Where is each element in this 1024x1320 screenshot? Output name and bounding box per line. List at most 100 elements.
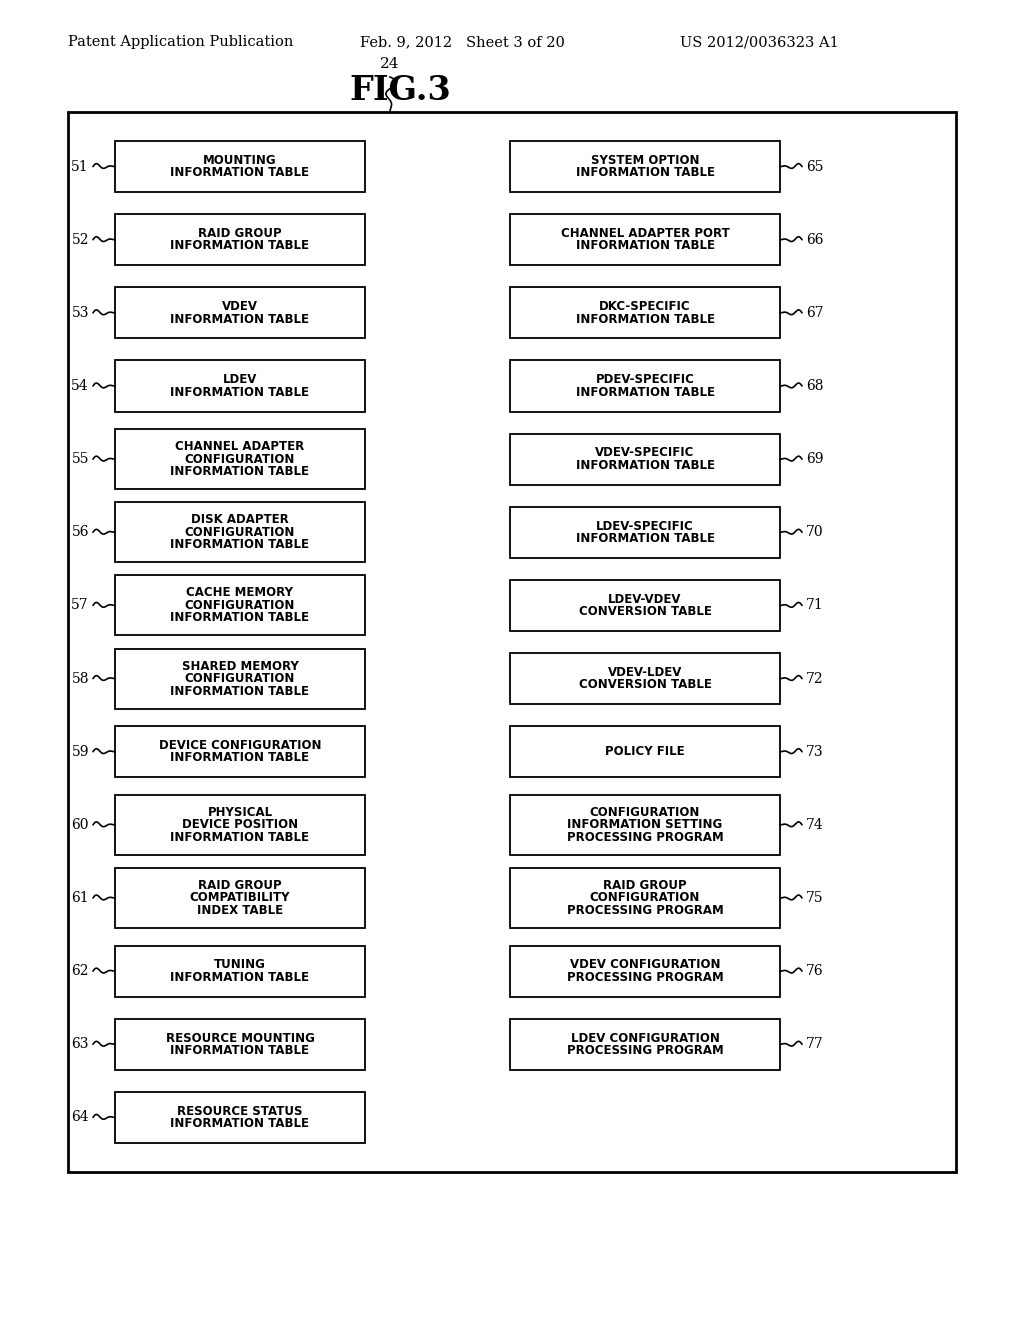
Text: INFORMATION TABLE: INFORMATION TABLE [171, 313, 309, 326]
Text: FIG.3: FIG.3 [349, 74, 451, 107]
Bar [115, 945, 365, 997]
Text: RESOURCE STATUS: RESOURCE STATUS [177, 1105, 303, 1118]
Bar [115, 576, 365, 635]
Text: INFORMATION TABLE: INFORMATION TABLE [575, 459, 715, 471]
Text: INFORMATION TABLE: INFORMATION TABLE [171, 685, 309, 697]
Text: INFORMATION TABLE: INFORMATION TABLE [575, 385, 715, 399]
Bar [115, 288, 365, 338]
Text: Patent Application Publication: Patent Application Publication [68, 36, 293, 49]
Text: 65: 65 [806, 160, 823, 173]
Text: SYSTEM OPTION: SYSTEM OPTION [591, 154, 699, 166]
Text: DISK ADAPTER: DISK ADAPTER [191, 513, 289, 527]
Text: CONFIGURATION: CONFIGURATION [590, 805, 700, 818]
Bar [115, 1019, 365, 1071]
Text: INFORMATION SETTING: INFORMATION SETTING [567, 818, 723, 832]
Text: 61: 61 [72, 891, 89, 906]
Text: RAID GROUP: RAID GROUP [199, 227, 282, 240]
Text: INFORMATION TABLE: INFORMATION TABLE [575, 166, 715, 180]
Bar [510, 1019, 780, 1071]
Text: INFORMATION TABLE: INFORMATION TABLE [171, 166, 309, 180]
Text: INFORMATION TABLE: INFORMATION TABLE [575, 313, 715, 326]
Bar [510, 214, 780, 265]
Text: CHANNEL ADAPTER: CHANNEL ADAPTER [175, 440, 304, 453]
Text: 76: 76 [806, 964, 823, 978]
Bar [68, 112, 956, 1172]
Text: INFORMATION TABLE: INFORMATION TABLE [171, 1044, 309, 1057]
Text: 70: 70 [806, 525, 823, 540]
Text: 74: 74 [806, 818, 823, 832]
Text: INFORMATION TABLE: INFORMATION TABLE [171, 611, 309, 624]
Text: COMPATIBILITY: COMPATIBILITY [189, 891, 290, 904]
Bar [115, 1092, 365, 1143]
Bar [115, 795, 365, 855]
Text: 52: 52 [72, 232, 89, 247]
Bar [510, 945, 780, 997]
Text: CHANNEL ADAPTER PORT: CHANNEL ADAPTER PORT [560, 227, 729, 240]
Text: LDEV-VDEV: LDEV-VDEV [608, 593, 682, 606]
Bar [510, 869, 780, 928]
Text: 24: 24 [380, 57, 399, 71]
Text: CONVERSION TABLE: CONVERSION TABLE [579, 678, 712, 692]
Text: POLICY FILE: POLICY FILE [605, 746, 685, 758]
Text: PDEV-SPECIFIC: PDEV-SPECIFIC [596, 374, 694, 387]
Bar [115, 429, 365, 490]
Text: INFORMATION TABLE: INFORMATION TABLE [171, 539, 309, 552]
Text: RAID GROUP: RAID GROUP [603, 879, 687, 892]
Text: CONFIGURATION: CONFIGURATION [184, 672, 295, 685]
Text: CONFIGURATION: CONFIGURATION [590, 891, 700, 904]
Text: TUNING: TUNING [214, 958, 266, 972]
Text: 67: 67 [806, 306, 823, 319]
Text: PROCESSING PROGRAM: PROCESSING PROGRAM [566, 1044, 723, 1057]
Text: INFORMATION TABLE: INFORMATION TABLE [171, 465, 309, 478]
Text: INFORMATION TABLE: INFORMATION TABLE [171, 751, 309, 764]
Text: 69: 69 [806, 453, 823, 466]
Bar [115, 141, 365, 193]
Text: 57: 57 [72, 598, 89, 612]
Text: LDEV CONFIGURATION: LDEV CONFIGURATION [570, 1031, 720, 1044]
Bar [115, 869, 365, 928]
Text: INFORMATION TABLE: INFORMATION TABLE [171, 1117, 309, 1130]
Text: 72: 72 [806, 672, 823, 685]
Text: RESOURCE MOUNTING: RESOURCE MOUNTING [166, 1031, 314, 1044]
Text: PROCESSING PROGRAM: PROCESSING PROGRAM [566, 904, 723, 917]
Text: 59: 59 [72, 744, 89, 759]
Text: VDEV-SPECIFIC: VDEV-SPECIFIC [595, 446, 694, 459]
Text: 63: 63 [72, 1038, 89, 1051]
Text: DEVICE CONFIGURATION: DEVICE CONFIGURATION [159, 739, 322, 752]
Bar [510, 360, 780, 412]
Text: DKC-SPECIFIC: DKC-SPECIFIC [599, 300, 691, 313]
Text: LDEV-SPECIFIC: LDEV-SPECIFIC [596, 520, 694, 532]
Text: 51: 51 [72, 160, 89, 173]
Text: 58: 58 [72, 672, 89, 685]
Text: CONFIGURATION: CONFIGURATION [184, 453, 295, 466]
Text: LDEV: LDEV [223, 374, 257, 387]
Text: 71: 71 [806, 598, 823, 612]
Text: PROCESSING PROGRAM: PROCESSING PROGRAM [566, 972, 723, 983]
Text: CONVERSION TABLE: CONVERSION TABLE [579, 605, 712, 618]
Bar [510, 141, 780, 193]
Text: RAID GROUP: RAID GROUP [199, 879, 282, 892]
Text: PROCESSING PROGRAM: PROCESSING PROGRAM [566, 830, 723, 843]
Bar [115, 503, 365, 562]
Bar [115, 726, 365, 777]
Text: 54: 54 [72, 379, 89, 393]
Text: 62: 62 [72, 964, 89, 978]
Text: CONFIGURATION: CONFIGURATION [184, 525, 295, 539]
Text: 60: 60 [72, 818, 89, 832]
Text: 56: 56 [72, 525, 89, 540]
Bar [510, 288, 780, 338]
Text: 66: 66 [806, 232, 823, 247]
Text: VDEV CONFIGURATION: VDEV CONFIGURATION [569, 958, 720, 972]
Bar [115, 648, 365, 709]
Text: VDEV-LDEV: VDEV-LDEV [608, 665, 682, 678]
Text: 73: 73 [806, 744, 823, 759]
Text: INFORMATION TABLE: INFORMATION TABLE [171, 972, 309, 983]
Text: INFORMATION TABLE: INFORMATION TABLE [171, 830, 309, 843]
Text: INFORMATION TABLE: INFORMATION TABLE [575, 532, 715, 545]
Text: INDEX TABLE: INDEX TABLE [197, 904, 283, 917]
Text: DEVICE POSITION: DEVICE POSITION [182, 818, 298, 832]
Bar [510, 795, 780, 855]
Text: 68: 68 [806, 379, 823, 393]
Text: PHYSICAL: PHYSICAL [208, 805, 272, 818]
Text: CONFIGURATION: CONFIGURATION [184, 599, 295, 612]
